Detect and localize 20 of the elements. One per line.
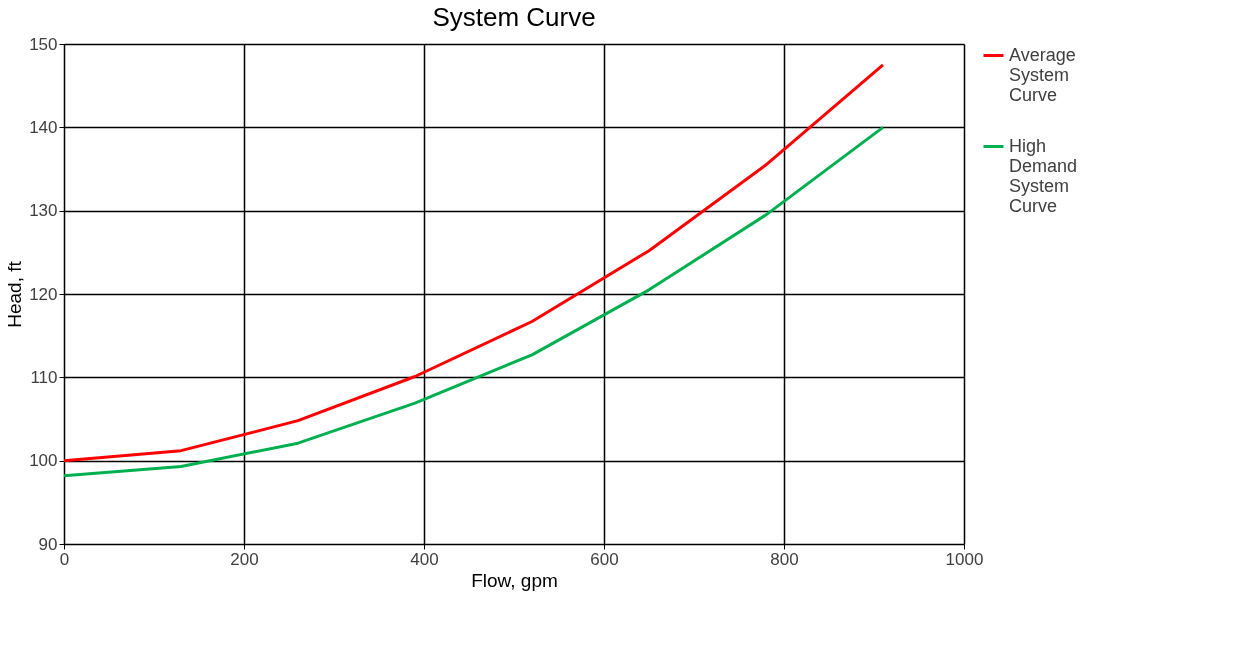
y-tick-label: 150 <box>29 34 58 54</box>
y-tick-label: 100 <box>29 451 58 471</box>
line-series <box>62 63 885 463</box>
chart-title: System Curve <box>432 2 596 32</box>
x-axis-title: Flow, gpm <box>471 569 558 591</box>
line-series <box>62 125 885 478</box>
x-tick-label: 0 <box>59 549 70 569</box>
y-tick-label: 90 <box>38 534 58 554</box>
x-tick-label: 200 <box>230 549 259 569</box>
x-tick-label: 400 <box>410 549 439 569</box>
y-tick-label: 110 <box>30 367 58 387</box>
y-tick-label: 140 <box>29 117 58 137</box>
y-tick-label: 130 <box>29 201 58 221</box>
legend-label: High Demand System Curve <box>1009 135 1078 216</box>
x-tick-label: 1000 <box>945 549 984 569</box>
legend-label: Average System Curve <box>1009 44 1076 105</box>
x-tick-label: 800 <box>770 549 799 569</box>
y-axis-title: Head, ft <box>4 260 26 328</box>
y-tick-label: 120 <box>29 284 58 304</box>
x-tick-label: 600 <box>590 549 619 569</box>
